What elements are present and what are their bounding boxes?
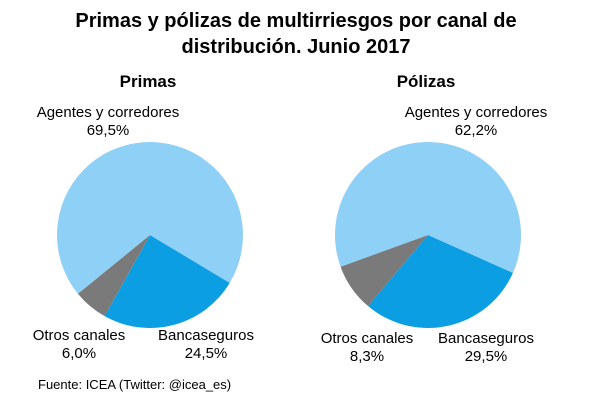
source-note: Fuente: ICEA (Twitter: @icea_es) [38,377,232,392]
polizas-bancaseguros-label: Bancaseguros 29,5% [430,330,542,366]
primas-otros-name: Otros canales [32,327,126,344]
slice-agentes [334,142,521,273]
primas-agentes-value: 69,5% [86,122,130,139]
primas-otros-label: Otros canales 6,0% [24,327,134,363]
polizas-otros-label: Otros canales 8,3% [312,330,422,366]
polizas-agentes-value: 62,2% [454,122,498,139]
primas-bancaseguros-value: 24,5% [184,345,228,362]
polizas-otros-value: 8,3% [349,348,385,365]
pie-chart-primas [57,142,244,329]
pie-title-primas: Primas [119,72,177,91]
slice-agentes [57,142,244,294]
pie-chart-polizas [334,142,521,329]
polizas-agentes-name: Agentes y corredores [404,104,548,121]
chart-title-line-1: Primas y pólizas de multirriesgos por ca… [75,10,517,32]
primas-otros-value: 6,0% [61,345,97,362]
primas-bancaseguros-label: Bancaseguros 24,5% [150,327,262,363]
polizas-otros-name: Otros canales [320,330,414,347]
pie-title-polizas: Pólizas [396,72,456,91]
primas-bancaseguros-name: Bancaseguros [158,327,254,344]
primas-agentes-name: Agentes y corredores [36,104,180,121]
slice-otros [77,235,150,317]
slice-bancaseguros [367,235,513,329]
slice-otros [340,235,428,307]
polizas-bancaseguros-name: Bancaseguros [438,330,534,347]
chart-title-line-2: distribución. Junio 2017 [181,36,411,58]
polizas-agentes-label: Agentes y corredores 62,2% [396,104,556,140]
polizas-bancaseguros-value: 29,5% [464,348,508,365]
chart-title: Primas y pólizas de multirriesgos por ca… [0,8,592,60]
slice-bancaseguros [104,235,230,329]
primas-agentes-label: Agentes y corredores 69,5% [28,104,188,140]
